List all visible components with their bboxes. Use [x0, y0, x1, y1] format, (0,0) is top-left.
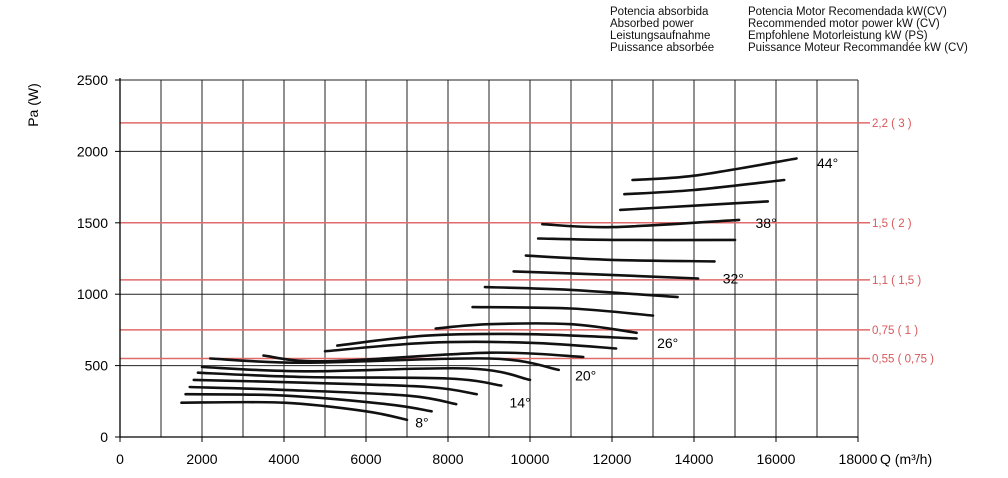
legend-line: Puissance Moteur Recommandée kW (CV): [748, 42, 968, 54]
motor-power-label: 1,5 ( 2 ): [872, 218, 912, 230]
motor-power-label: 2,2 ( 3 ): [872, 118, 912, 130]
fan-curves: [180, 157, 798, 422]
fan-curve: [631, 157, 798, 182]
angle-label: 20°: [575, 368, 596, 384]
fan-curve: [512, 270, 700, 280]
legend-absorbed-power: Potencia absorbida Absorbed power Leistu…: [610, 6, 714, 54]
y-axis-label: Pa (W): [25, 83, 41, 127]
fan-curve: [618, 200, 770, 212]
y-tick-label: 1000: [77, 286, 108, 302]
y-tick-label: 2000: [77, 143, 108, 159]
fan-curve: [262, 351, 585, 363]
x-tick-label: 8000: [432, 451, 463, 467]
x-tick-label: 2000: [186, 451, 217, 467]
angle-label: 8°: [415, 415, 428, 431]
fan-curve: [200, 365, 532, 382]
fan-curve: [192, 378, 478, 396]
y-tick-label: 2500: [77, 72, 108, 88]
fan-curve: [541, 218, 741, 229]
x-tick-label: 10000: [511, 451, 550, 467]
legend-line: Recommended motor power kW (CV): [748, 18, 940, 30]
angle-label: 38°: [756, 215, 777, 231]
legend-line: Empfohlene Motorleistung kW (PS): [748, 30, 928, 42]
y-tick-label: 0: [100, 429, 108, 445]
fan-curve: [208, 357, 560, 372]
fan-curve: [471, 305, 655, 317]
legend-line: Potencia Motor Recomendada kW(CV): [748, 6, 947, 18]
x-tick-label: 18000: [839, 451, 878, 467]
axes: [115, 78, 859, 442]
fan-curve: [336, 332, 638, 347]
fan-curve: [196, 371, 503, 387]
x-tick-label: 16000: [757, 451, 796, 467]
angle-label: 32°: [723, 270, 744, 286]
y-tick-label: 1500: [77, 215, 108, 231]
legend-line: Puissance absorbée: [610, 42, 715, 54]
x-tick-label: 4000: [268, 451, 299, 467]
legend-line: Potencia absorbida: [610, 6, 709, 18]
fan-curve: [323, 340, 618, 353]
y-tick-label: 500: [85, 358, 109, 374]
fan-curve: [434, 322, 638, 335]
fan-curve: [536, 237, 737, 242]
labels: 0,55 ( 0,75 ) 0,75 ( 1 ) 1,1 ( 1,5 ) 1,5 ( …: [25, 72, 934, 467]
angle-label: 26°: [657, 335, 678, 351]
fan-curve: [180, 400, 409, 422]
legend-recommended-motor: Potencia Motor Recomendada kW(CV) Recomm…: [748, 6, 968, 54]
fan-curve: [188, 385, 458, 406]
motor-power-lines: [120, 122, 870, 360]
x-axis-label: Q (m³/h): [880, 451, 932, 467]
fan-curve: [524, 254, 716, 263]
legend-line: Absorbed power: [610, 18, 694, 30]
fan-curve: [623, 178, 786, 196]
fan-curve: [184, 392, 433, 413]
angle-label: 44°: [817, 155, 838, 171]
x-tick-label: 6000: [350, 451, 381, 467]
motor-power-label: 1,1 ( 1,5 ): [872, 275, 921, 287]
x-tick-label: 0: [116, 451, 124, 467]
motor-power-label: 0,55 ( 0,75 ): [872, 353, 934, 365]
motor-power-label: 0,75 ( 1 ): [872, 325, 918, 337]
x-tick-label: 12000: [593, 451, 632, 467]
legend-line: Leistungsaufnahme: [610, 30, 711, 42]
fan-curve: [483, 285, 679, 299]
angle-label: 14°: [510, 395, 531, 411]
x-tick-label: 14000: [675, 451, 714, 467]
